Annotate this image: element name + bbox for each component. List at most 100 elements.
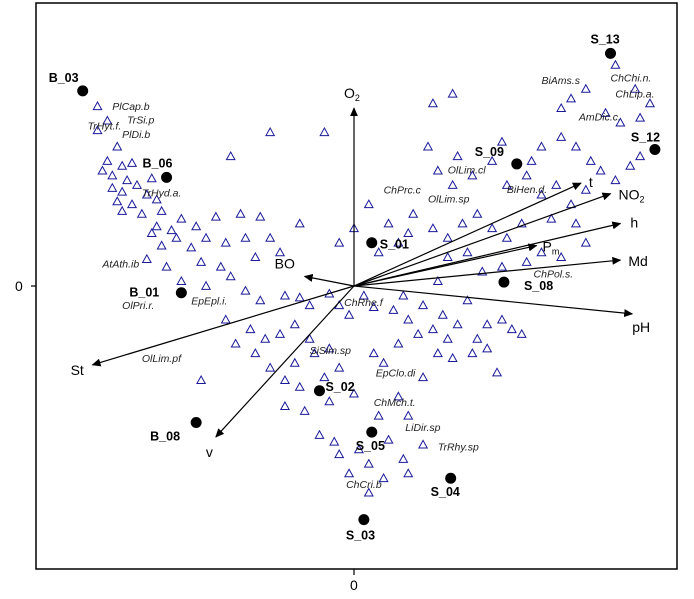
species-marker — [215, 261, 226, 271]
species-marker — [580, 184, 591, 194]
species-marker — [403, 227, 414, 237]
species-marker — [151, 221, 162, 231]
species-marker — [413, 328, 424, 338]
species-marker — [452, 319, 463, 329]
site-point-s_03 — [358, 514, 370, 526]
species-marker — [477, 266, 488, 276]
species-marker — [580, 83, 591, 93]
species-marker — [176, 213, 187, 223]
species-marker — [171, 232, 182, 242]
species-label: TrHyt.f. — [88, 120, 122, 132]
species-marker — [432, 348, 443, 358]
species-marker — [462, 295, 473, 305]
species-marker — [496, 261, 508, 271]
y-axis-tick-label: 0 — [15, 278, 23, 294]
species-marker — [353, 444, 364, 454]
species-label: TrSi.p — [127, 115, 154, 127]
x-axis-tick-label: 0 — [350, 577, 358, 593]
species-marker — [383, 434, 394, 444]
species-marker — [403, 410, 414, 420]
species-marker — [487, 223, 498, 233]
species-marker — [570, 141, 582, 151]
env-vector-label: pH — [632, 319, 650, 335]
species-marker — [393, 237, 404, 247]
species-marker — [432, 275, 443, 286]
species-marker — [521, 256, 532, 266]
species-marker — [472, 333, 483, 343]
species-marker — [304, 299, 315, 310]
species-label: ChLip.a. — [615, 89, 654, 101]
site-label: S_12 — [631, 131, 660, 145]
species-marker — [92, 101, 103, 111]
species-marker — [112, 141, 123, 151]
species-marker — [294, 292, 305, 302]
species-marker — [427, 223, 438, 233]
species-marker — [166, 225, 177, 235]
species-marker — [630, 83, 641, 93]
species-marker — [442, 232, 453, 242]
env-vector-pm — [353, 243, 538, 287]
species-label: TrHyd.a. — [142, 188, 181, 200]
species-marker — [245, 324, 256, 334]
species-marker — [496, 136, 508, 146]
species-label: ChChi.n. — [611, 72, 652, 84]
species-label: OlLim.cl — [448, 165, 487, 177]
species-marker — [220, 237, 231, 247]
species-marker — [452, 151, 463, 161]
env-vector-bo — [303, 273, 355, 287]
species-marker — [565, 93, 577, 103]
species-marker — [496, 314, 508, 324]
species-marker — [457, 218, 468, 228]
species-marker — [235, 208, 246, 218]
species-marker — [294, 381, 305, 391]
species-marker — [136, 208, 147, 218]
env-vector-label: h — [630, 215, 638, 231]
species-marker — [334, 362, 345, 372]
species-marker — [570, 218, 582, 228]
species-marker — [334, 448, 345, 459]
species-marker — [635, 151, 646, 161]
site-label: B_08 — [150, 429, 180, 443]
species-marker — [363, 458, 374, 468]
env-vector-md — [353, 256, 622, 287]
env-vector-v — [215, 285, 355, 438]
env-vector-label: BO — [275, 255, 295, 271]
species-marker — [344, 309, 355, 319]
species-marker — [289, 357, 300, 367]
species-marker — [200, 280, 212, 290]
species-label: ChRhe.f — [344, 297, 384, 309]
species-marker — [161, 261, 172, 271]
species-label: AmDic.c. — [578, 112, 621, 124]
species-label: LiDir.sp — [405, 422, 440, 434]
env-vector-label: t — [589, 174, 593, 190]
species-marker — [472, 208, 483, 218]
species-label: SiSim.sp — [310, 345, 352, 357]
species-marker — [304, 333, 315, 343]
env-vector-label: Pm — [543, 239, 560, 257]
species-marker — [348, 388, 360, 398]
species-marker — [427, 324, 438, 334]
species-marker — [329, 436, 340, 446]
species-marker — [265, 126, 276, 137]
species-label: OlLim.sp — [428, 193, 470, 205]
species-label: BiAms.s — [541, 75, 580, 87]
site-label: S_04 — [431, 485, 460, 499]
species-marker — [556, 102, 567, 113]
site-label: B_01 — [129, 286, 159, 300]
species-label: TrRhy.sp — [438, 441, 479, 453]
species-marker — [146, 173, 157, 183]
species-marker — [551, 179, 562, 189]
species-marker — [156, 205, 167, 215]
species-marker — [442, 251, 453, 262]
species-marker — [117, 186, 128, 196]
species-label: EpEpl.i. — [191, 295, 227, 307]
species-marker — [432, 165, 443, 175]
species-marker — [615, 117, 626, 127]
species-labels: PlCap.b TrSi.p TrHyt.f.PlDi.b TrHyd.a. AtAth… — [88, 72, 655, 491]
sites: B_03 B_06 B_01 B_08 S_13 S_12 S_09 S_01 S_08 S_02… — [49, 32, 661, 543]
species-marker — [240, 232, 251, 242]
species-marker — [482, 343, 493, 353]
species-marker — [265, 362, 276, 372]
env-vector-label: NO2 — [619, 187, 645, 205]
species-marker — [556, 131, 567, 141]
